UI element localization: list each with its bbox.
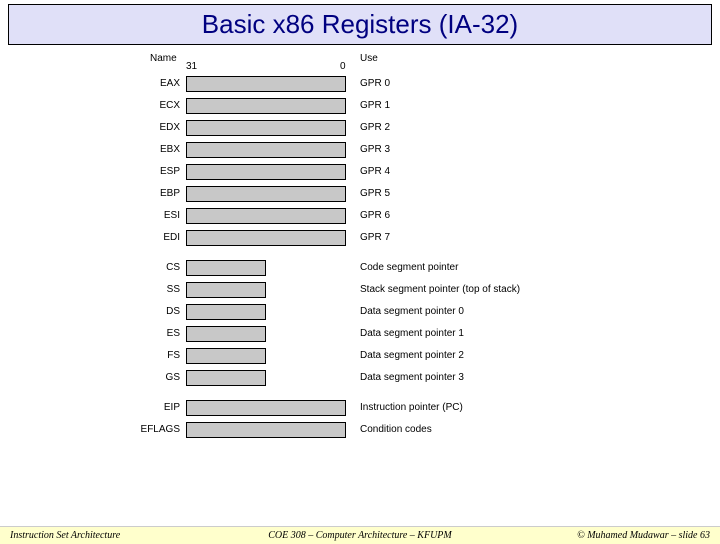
register-name: DS xyxy=(130,306,180,317)
footer-right: © Muhamed Mudawar – slide 63 xyxy=(577,530,710,541)
register-name: ES xyxy=(130,328,180,339)
header-bit-right: 0 xyxy=(340,61,346,72)
register-row: FS Data segment pointer 2 xyxy=(0,347,720,367)
register-use: Data segment pointer 1 xyxy=(360,328,464,339)
register-box xyxy=(186,230,346,246)
register-row: DS Data segment pointer 0 xyxy=(0,303,720,323)
register-row: ESP GPR 4 xyxy=(0,163,720,183)
header-use: Use xyxy=(360,53,378,64)
register-name: EFLAGS xyxy=(130,424,180,435)
footer: Instruction Set Architecture COE 308 – C… xyxy=(0,526,720,544)
register-use: Data segment pointer 2 xyxy=(360,350,464,361)
register-use: GPR 3 xyxy=(360,144,390,155)
register-box xyxy=(186,304,266,320)
register-box xyxy=(186,400,346,416)
register-name: GS xyxy=(130,372,180,383)
register-use: Code segment pointer xyxy=(360,262,458,273)
register-box xyxy=(186,208,346,224)
register-use: GPR 6 xyxy=(360,210,390,221)
register-row: ECX GPR 1 xyxy=(0,97,720,117)
register-row: EBP GPR 5 xyxy=(0,185,720,205)
register-box xyxy=(186,76,346,92)
register-row: EAX GPR 0 xyxy=(0,75,720,95)
register-box xyxy=(186,370,266,386)
register-name: EDX xyxy=(130,122,180,133)
register-name: EBX xyxy=(130,144,180,155)
register-use: Stack segment pointer (top of stack) xyxy=(360,284,520,295)
register-diagram: Name 31 0 Use EAX GPR 0 ECX GPR 1 EDX GPR 2 EB… xyxy=(0,45,720,441)
register-box xyxy=(186,142,346,158)
register-box xyxy=(186,186,346,202)
register-box xyxy=(186,282,266,298)
register-row: EBX GPR 3 xyxy=(0,141,720,161)
register-use: Instruction pointer (PC) xyxy=(360,402,463,413)
register-name: ECX xyxy=(130,100,180,111)
title-bar: Basic x86 Registers (IA-32) xyxy=(8,4,712,45)
register-box xyxy=(186,348,266,364)
diagram-headers: Name 31 0 Use xyxy=(0,51,720,75)
page-title: Basic x86 Registers (IA-32) xyxy=(9,9,711,40)
register-name: ESI xyxy=(130,210,180,221)
register-name: EDI xyxy=(130,232,180,243)
register-row: CS Code segment pointer xyxy=(0,259,720,279)
register-group: EIP Instruction pointer (PC) EFLAGS Conditi… xyxy=(0,399,720,441)
register-row: EDX GPR 2 xyxy=(0,119,720,139)
register-use: Data segment pointer 0 xyxy=(360,306,464,317)
register-name: CS xyxy=(130,262,180,273)
register-name: FS xyxy=(130,350,180,361)
register-box xyxy=(186,98,346,114)
header-bit-left: 31 xyxy=(186,61,197,72)
register-row: GS Data segment pointer 3 xyxy=(0,369,720,389)
register-group: EAX GPR 0 ECX GPR 1 EDX GPR 2 EBX GPR 3 ESP GPR 4… xyxy=(0,75,720,249)
register-row: EFLAGS Condition codes xyxy=(0,421,720,441)
register-box xyxy=(186,164,346,180)
register-row: ESI GPR 6 xyxy=(0,207,720,227)
register-name: ESP xyxy=(130,166,180,177)
register-use: GPR 5 xyxy=(360,188,390,199)
register-row: EIP Instruction pointer (PC) xyxy=(0,399,720,419)
register-name: EBP xyxy=(130,188,180,199)
register-use: GPR 2 xyxy=(360,122,390,133)
register-box xyxy=(186,422,346,438)
register-name: EIP xyxy=(130,402,180,413)
register-box xyxy=(186,326,266,342)
register-row: EDI GPR 7 xyxy=(0,229,720,249)
register-box xyxy=(186,120,346,136)
register-use: GPR 4 xyxy=(360,166,390,177)
register-row: SS Stack segment pointer (top of stack) xyxy=(0,281,720,301)
header-name: Name xyxy=(150,53,177,64)
register-group: CS Code segment pointer SS Stack segment po… xyxy=(0,259,720,389)
register-row: ES Data segment pointer 1 xyxy=(0,325,720,345)
register-use: GPR 1 xyxy=(360,100,390,111)
register-use: Condition codes xyxy=(360,424,432,435)
footer-left: Instruction Set Architecture xyxy=(10,530,120,541)
register-use: Data segment pointer 3 xyxy=(360,372,464,383)
register-use: GPR 7 xyxy=(360,232,390,243)
register-use: GPR 0 xyxy=(360,78,390,89)
register-box xyxy=(186,260,266,276)
register-name: SS xyxy=(130,284,180,295)
register-name: EAX xyxy=(130,78,180,89)
